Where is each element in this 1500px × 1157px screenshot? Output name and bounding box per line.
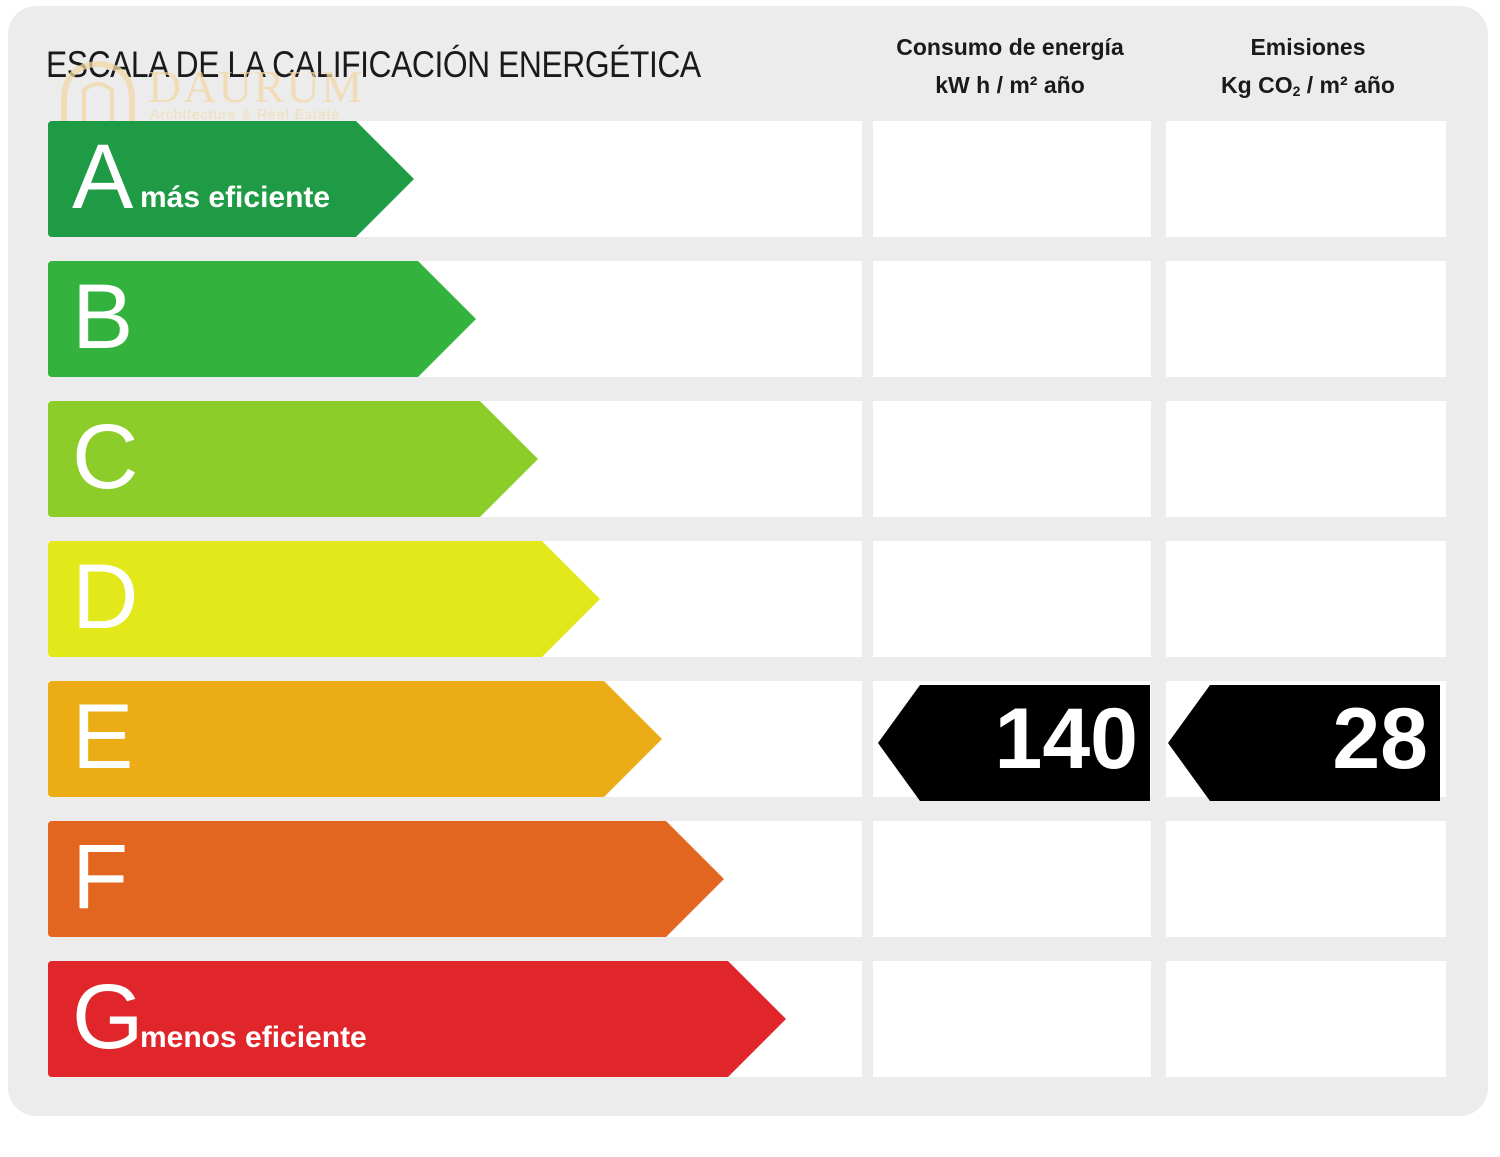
consumption-indicator: 140 <box>878 685 1150 801</box>
rating-letter: D <box>72 546 139 648</box>
emissions-cell <box>1166 541 1446 657</box>
rating-arrow-d: D <box>48 541 600 657</box>
rating-arrow-fill <box>48 541 600 657</box>
rating-letter: E <box>72 686 134 788</box>
rating-arrow-fill <box>48 681 662 797</box>
emissions-indicator: 28 <box>1168 685 1440 801</box>
emissions-cell <box>1166 961 1446 1077</box>
consumption-header-unit: kW h / m² año <box>935 72 1085 98</box>
least-efficient-label: menos eficiente <box>140 1021 367 1054</box>
rating-arrow-fill <box>48 821 724 937</box>
rating-letter: A <box>72 126 134 228</box>
rating-arrow-shape <box>48 261 476 377</box>
consumption-cell <box>873 121 1151 237</box>
emissions-unit-subscript: 2 <box>1292 83 1301 99</box>
consumption-cell <box>873 401 1151 517</box>
consumption-indicator-value: 140 <box>994 691 1139 787</box>
rating-arrow-fill <box>48 121 414 237</box>
rating-arrow-shape <box>48 541 600 657</box>
most-efficient-label: más eficiente <box>140 181 331 214</box>
emissions-unit-prefix: Kg CO <box>1221 72 1293 98</box>
rating-arrow-shape <box>48 961 786 1077</box>
emissions-cell <box>1166 261 1446 377</box>
consumption-cell <box>873 961 1151 1077</box>
indicator-shape <box>1168 685 1440 801</box>
rating-arrow-fill <box>48 961 786 1077</box>
emissions-header: Emisiones Kg CO2 / m² año <box>1166 28 1450 110</box>
rating-letter: G <box>72 966 144 1068</box>
consumption-cell <box>873 541 1151 657</box>
logo-tagline: Architecture & Real Estate <box>150 106 341 122</box>
rating-arrow-shape <box>48 121 414 237</box>
rating-arrow-fill <box>48 401 538 517</box>
rating-arrow-e: E <box>48 681 662 797</box>
emissions-unit-suffix: / m² año <box>1300 72 1395 98</box>
emissions-cell <box>1166 401 1446 517</box>
rating-letter: C <box>72 406 139 508</box>
consumption-header-title: Consumo de energía <box>896 34 1124 60</box>
rating-arrow-shape <box>48 401 538 517</box>
consumption-cell <box>873 261 1151 377</box>
rating-letter: F <box>72 826 129 928</box>
emissions-header-title: Emisiones <box>1250 34 1366 60</box>
consumption-cell <box>873 821 1151 937</box>
emissions-header-unit: Kg CO2 / m² año <box>1166 66 1450 110</box>
daurum-watermark-logo: DAURUM Architecture & Real Estate <box>58 60 368 130</box>
rating-arrow-f: F <box>48 821 724 937</box>
emissions-indicator-value: 28 <box>1332 691 1428 787</box>
emissions-cell <box>1166 121 1446 237</box>
indicator-shape <box>878 685 1150 801</box>
rating-letter: B <box>72 266 134 368</box>
rating-arrow-c: C <box>48 401 538 517</box>
logo-wordmark: DAURUM <box>148 61 365 112</box>
house-logo-icon <box>61 60 135 129</box>
rating-arrow-b: B <box>48 261 476 377</box>
rating-arrow-fill <box>48 261 476 377</box>
page-title: ESCALA DE LA CALIFICACIÓN ENERGÉTICA <box>46 44 701 85</box>
consumption-header: Consumo de energía kW h / m² año <box>870 28 1150 104</box>
rating-arrow-shape <box>48 681 662 797</box>
emissions-cell <box>1166 821 1446 937</box>
rating-arrow-shape <box>48 821 724 937</box>
